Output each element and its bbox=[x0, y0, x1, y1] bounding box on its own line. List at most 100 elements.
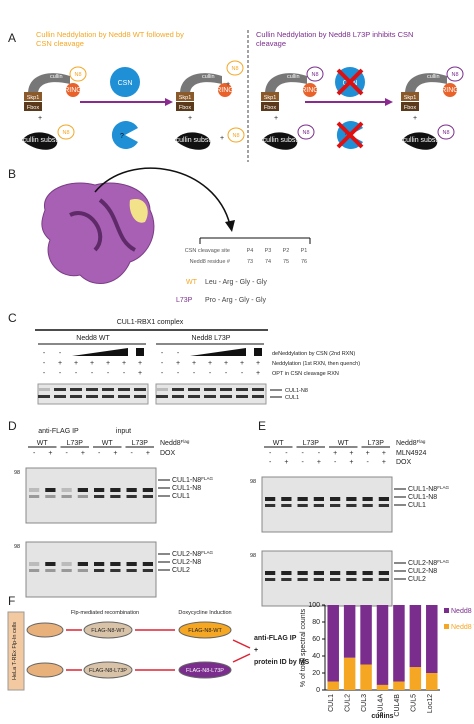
panel-letter: F bbox=[8, 594, 15, 608]
label: L73P bbox=[132, 440, 149, 447]
band bbox=[45, 562, 56, 566]
label: N8 bbox=[451, 72, 458, 78]
label: 98 bbox=[250, 553, 256, 559]
label: + bbox=[81, 450, 85, 457]
band bbox=[86, 388, 98, 391]
pacman bbox=[111, 121, 138, 150]
band bbox=[70, 395, 82, 398]
label: Skp1 bbox=[264, 95, 277, 101]
cells-box bbox=[7, 611, 25, 691]
label: + bbox=[74, 360, 78, 367]
label: N8 bbox=[232, 133, 239, 139]
label: Neddylation (1st RXN, then quench) bbox=[272, 361, 360, 367]
band-label: CUL2 bbox=[408, 576, 426, 583]
arrow-head bbox=[385, 98, 393, 106]
label: + bbox=[349, 459, 353, 466]
label-text: CUL1 bbox=[172, 493, 190, 500]
cullin bbox=[405, 73, 447, 94]
label: + bbox=[256, 360, 260, 367]
band bbox=[313, 571, 324, 575]
band bbox=[313, 504, 324, 507]
label-text: CUL2 bbox=[408, 576, 426, 583]
label: - bbox=[225, 370, 228, 377]
label: + bbox=[122, 360, 126, 367]
y-tick-label: 100 bbox=[308, 602, 320, 609]
fbox bbox=[261, 102, 279, 111]
label: + bbox=[366, 450, 370, 457]
band bbox=[330, 504, 341, 507]
band bbox=[94, 488, 105, 492]
band bbox=[45, 488, 56, 492]
label: non-cullin substrate bbox=[162, 137, 223, 144]
label: + bbox=[113, 450, 117, 457]
band bbox=[102, 395, 114, 398]
band-label: Nedd8Flag bbox=[160, 439, 190, 448]
band bbox=[94, 562, 105, 566]
label: + bbox=[413, 115, 417, 122]
step2: Doxycycline Induction bbox=[178, 610, 231, 616]
label: cullin bbox=[287, 74, 300, 80]
cullin bbox=[28, 73, 70, 94]
x-tick-label: CUL4A bbox=[378, 694, 385, 717]
label: DOX bbox=[396, 459, 412, 466]
label: Skp1 bbox=[404, 95, 417, 101]
bar-segment bbox=[409, 605, 422, 668]
label: N8 bbox=[231, 66, 238, 72]
label: + bbox=[208, 360, 212, 367]
label: - bbox=[366, 459, 369, 466]
label: + bbox=[224, 360, 228, 367]
label: - bbox=[301, 450, 304, 457]
label: P4 bbox=[247, 248, 254, 254]
band bbox=[118, 388, 130, 391]
label: Fbox bbox=[27, 105, 39, 111]
label-text: CUL1-N8 bbox=[408, 494, 437, 501]
label: - bbox=[130, 450, 133, 457]
label-text: Nedd8 bbox=[396, 440, 417, 447]
band bbox=[281, 578, 292, 581]
legend-label: Nedd8 WT bbox=[451, 624, 474, 631]
label: 76 bbox=[301, 259, 307, 265]
disk-label: FLAG-N8-L73P bbox=[186, 668, 224, 674]
band bbox=[188, 395, 200, 398]
label: MLN4924 bbox=[396, 450, 426, 457]
label: 98 bbox=[250, 479, 256, 485]
ring bbox=[66, 83, 80, 97]
label: Fbox bbox=[179, 105, 191, 111]
label: + bbox=[192, 360, 196, 367]
label: - bbox=[59, 370, 62, 377]
band-label: CUL1-N8 bbox=[172, 485, 201, 492]
step1: Flp-mediated recombination bbox=[71, 610, 139, 616]
label: - bbox=[107, 370, 110, 377]
label: + bbox=[58, 360, 62, 367]
left-title: Cullin Neddylation by Nedd8 WT followed … bbox=[36, 30, 184, 48]
band bbox=[134, 395, 146, 398]
arrow bbox=[232, 653, 251, 663]
label: - bbox=[98, 450, 101, 457]
label: - bbox=[33, 450, 36, 457]
label: Skp1 bbox=[179, 95, 192, 101]
band bbox=[362, 497, 373, 501]
band bbox=[265, 578, 276, 581]
y-tick-label: 40 bbox=[312, 653, 320, 660]
bar-segment bbox=[376, 605, 389, 685]
output: protein ID by MS bbox=[254, 659, 310, 666]
band bbox=[142, 569, 153, 572]
label: + bbox=[90, 360, 94, 367]
band bbox=[281, 497, 292, 501]
label: L73P bbox=[368, 440, 385, 447]
label: WT bbox=[273, 440, 285, 447]
bar-segment bbox=[376, 684, 389, 690]
cullin bbox=[265, 73, 307, 94]
label: + bbox=[382, 459, 386, 466]
label: RING bbox=[64, 87, 82, 94]
mut-name: L73P bbox=[176, 297, 193, 304]
substrate bbox=[22, 132, 58, 150]
label: Skp1 bbox=[27, 95, 40, 101]
label: - bbox=[123, 370, 126, 377]
arrow bbox=[232, 639, 251, 649]
band bbox=[362, 504, 373, 507]
band bbox=[281, 571, 292, 575]
pointer-arrow bbox=[94, 167, 231, 226]
